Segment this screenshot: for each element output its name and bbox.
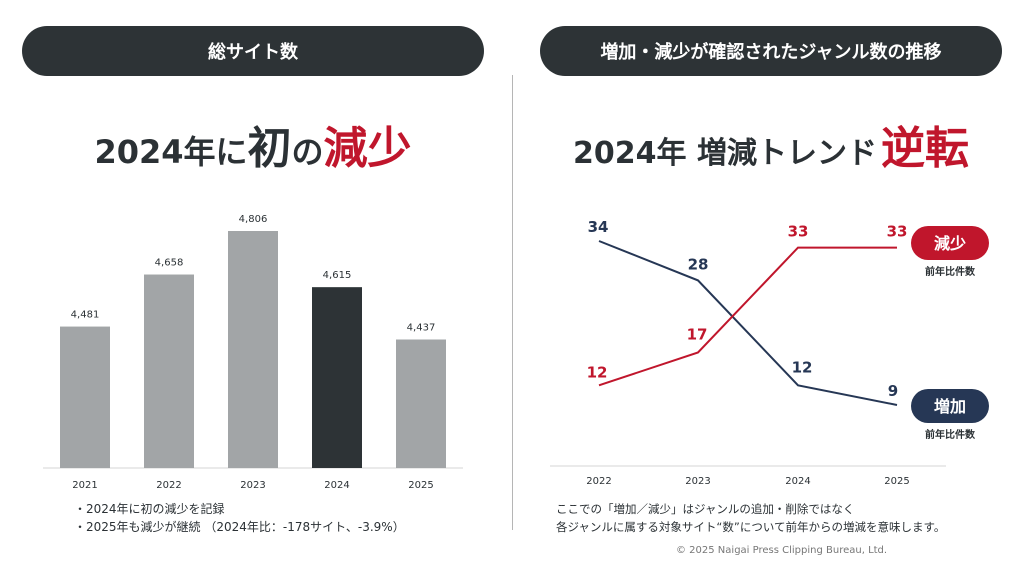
total-sites-header-text: 総サイト数 [208,42,298,63]
right-headline-reversal: 逆転 [880,123,969,174]
bar-value-label-2021: 4,481 [71,310,100,321]
right-note-1: ここでの「増加／減少」はジャンルの追加・削除ではなく [556,502,855,516]
right-notes: ここでの「増加／減少」はジャンルの追加・削除ではなく 各ジャンルに属する対象サイ… [556,500,945,536]
increase-value-label-2022: 34 [588,218,609,236]
decrease-series-line [598,246,897,387]
left-headline: 2024年に 初 の 減少 [22,112,484,176]
right-note-2: 各ジャンルに属する対象サイト“数”について前年からの増減を意味します。 [556,520,946,534]
right-headline-trend: 2024年 増減トレンド [573,136,877,171]
increase-value-label-2023: 28 [688,255,709,273]
decrease-legend-sub: 前年比件数 [925,265,976,278]
bar-x-tick-2024: 2024 [324,480,349,491]
bar-x-tick-2021: 2021 [72,480,97,491]
decrease-value-label-2024: 33 [788,223,809,241]
left-headline-no: の [291,133,324,171]
bar-value-label-2022: 4,658 [155,258,184,269]
left-headline-decrease: 減少 [323,123,412,174]
bar-2025 [396,339,446,468]
decrease-legend-badge [911,226,989,260]
left-note-1: ・2024年に初の減少を記録 [74,502,225,516]
line-x-tick-2022: 2022 [586,476,611,487]
increase-legend-sub: 前年比件数 [925,428,976,441]
line-x-tick-2023: 2023 [685,476,710,487]
increase-value-label-2025: 9 [888,382,898,400]
bar-2022 [144,274,194,468]
panel-divider [512,75,513,530]
genre-trend-header-text: 増加・減少が確認されたジャンル数の推移 [600,42,942,63]
bar-2023 [228,231,278,468]
left-notes: ・2024年に初の減少を記録 ・2025年も減少が継続 （2024年比：-178… [74,500,405,536]
increase-value-label-2024: 12 [792,358,813,376]
bar-2024 [312,287,362,468]
bar-x-tick-2023: 2023 [240,480,265,491]
decrease-value-label-2023: 17 [687,326,708,344]
bar-value-label-2023: 4,806 [239,214,268,225]
genre-trend-header: 増加・減少が確認されたジャンル数の推移 [540,26,1002,76]
right-headline: 2024年 増減トレンド 逆転 [540,112,1002,176]
bar-value-label-2025: 4,437 [407,323,436,334]
decrease-value-label-2022: 12 [587,363,608,381]
increase-series-line [598,240,898,406]
bar-value-label-2024: 4,615 [323,270,352,281]
bar-x-tick-2025: 2025 [408,480,433,491]
decrease-value-label-2025: 33 [887,223,908,241]
left-headline-year: 2024年に [94,133,248,171]
decrease-legend-label: 減少 [934,234,966,253]
line-x-tick-2025: 2025 [884,476,909,487]
increase-legend-badge [911,389,989,423]
line-x-tick-2024: 2024 [785,476,810,487]
left-note-2: ・2025年も減少が継続 （2024年比：-178サイト、-3.9%） [74,520,405,534]
copyright: © 2025 Naigai Press Clipping Bureau, Ltd… [676,545,888,556]
increase-legend-label: 増加 [934,397,966,416]
bar-2021 [60,326,110,468]
left-headline-first: 初 [247,123,292,174]
total-sites-header: 総サイト数 [22,26,484,76]
bar-x-tick-2022: 2022 [156,480,181,491]
